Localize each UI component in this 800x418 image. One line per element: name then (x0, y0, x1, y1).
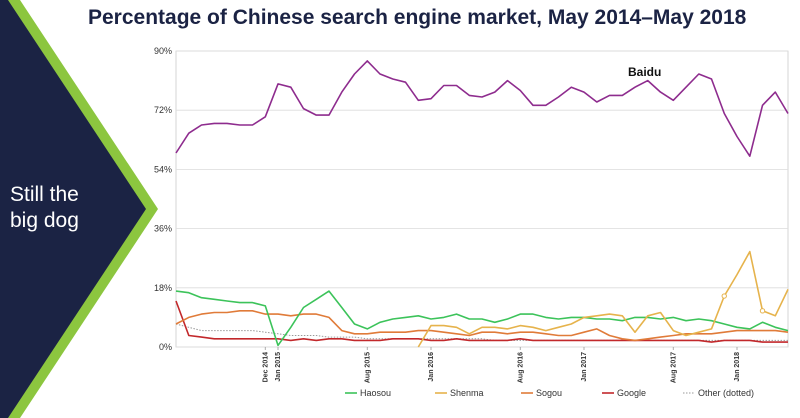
y-tick-label: 72% (154, 105, 172, 115)
y-tick-label: 36% (154, 224, 172, 234)
legend-label: Shenma (450, 388, 484, 398)
legend-label: Other (dotted) (698, 388, 754, 398)
plot-frame (175, 50, 789, 348)
series-point-shenma (721, 293, 727, 299)
legend-label: Haosou (360, 388, 391, 398)
annotation-label: Baidu (628, 65, 661, 79)
x-tick-label: Aug 2017 (670, 352, 677, 383)
legend-label: Sogou (536, 388, 562, 398)
y-tick-label: 0% (159, 342, 172, 352)
x-tick-label: Jan 2015 (275, 352, 282, 382)
x-tick-label: Dec 2014 (262, 352, 269, 382)
sidebar-caption-line-1: Still the (10, 183, 79, 206)
sidebar-panel (0, 0, 146, 418)
y-tick-label: 54% (154, 164, 172, 174)
series-point-shenma (759, 308, 766, 314)
series-line-baidu (175, 60, 789, 157)
series-line-sogou (175, 310, 789, 342)
series-line-google (175, 300, 788, 343)
series-line-haosou (175, 290, 789, 347)
x-tick-label: Aug 2015 (364, 352, 371, 383)
y-tick-label: 90% (154, 46, 172, 56)
y-tick-label: 18% (154, 283, 172, 293)
x-tick-label: Jan 2018 (734, 352, 741, 382)
x-tick-label: Aug 2016 (517, 352, 524, 383)
sidebar-caption: Still the big dog (10, 182, 120, 234)
chart-title: Percentage of Chinese search engine mark… (88, 6, 747, 29)
x-tick-label: Jan 2017 (581, 352, 588, 382)
x-tick-label: Jan 2016 (428, 352, 435, 382)
legend-label: Google (617, 388, 646, 398)
sidebar-caption-line-2: big dog (10, 209, 79, 232)
series-line-shenma (417, 250, 789, 348)
